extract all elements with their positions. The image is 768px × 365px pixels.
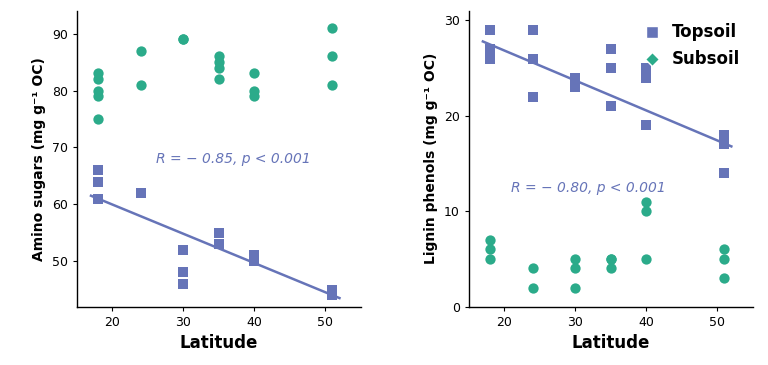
Point (134, 190, 147, 196)
Point (177, 247, 190, 253)
Point (718, 246, 730, 252)
Point (526, 27, 538, 33)
Point (92, 70, 104, 76)
Point (248, 93, 260, 99)
Point (177, 36, 190, 42)
Point (213, 59, 225, 65)
Point (326, 54, 339, 59)
Y-axis label: Lignin phenols (mg g⁻¹ OC): Lignin phenols (mg g⁻¹ OC) (424, 53, 439, 265)
Point (134, 82, 147, 88)
Point (604, 46, 617, 52)
Point (92, 178, 104, 184)
Point (569, 256, 581, 262)
Point (326, 287, 339, 292)
Point (526, 285, 538, 291)
Point (604, 65, 617, 71)
Point (92, 76, 104, 82)
Point (526, 56, 538, 62)
Point (526, 265, 538, 271)
X-axis label: Latitude: Latitude (571, 334, 650, 352)
Point (604, 256, 617, 262)
Point (248, 70, 260, 76)
Point (569, 285, 581, 291)
Point (640, 208, 652, 214)
Point (248, 88, 260, 93)
Text: R = − 0.85, p < 0.001: R = − 0.85, p < 0.001 (156, 152, 310, 166)
Point (604, 103, 617, 109)
Point (718, 275, 730, 281)
Point (484, 46, 496, 52)
Point (92, 88, 104, 93)
Point (569, 75, 581, 81)
Point (569, 265, 581, 271)
Point (640, 199, 652, 205)
Point (92, 116, 104, 122)
Point (177, 36, 190, 42)
Point (213, 241, 225, 247)
Point (326, 292, 339, 298)
X-axis label: Latitude: Latitude (180, 334, 258, 352)
Point (213, 230, 225, 236)
Point (484, 56, 496, 62)
Point (92, 196, 104, 201)
Point (718, 170, 730, 176)
Point (640, 65, 652, 71)
Point (92, 93, 104, 99)
Point (177, 270, 190, 276)
Point (326, 25, 339, 31)
Point (718, 132, 730, 138)
Point (640, 75, 652, 81)
Point (640, 123, 652, 128)
Text: R = − 0.80, p < 0.001: R = − 0.80, p < 0.001 (511, 181, 665, 195)
Point (134, 48, 147, 54)
Point (213, 76, 225, 82)
Point (92, 167, 104, 173)
Point (526, 94, 538, 100)
Point (248, 253, 260, 258)
Point (484, 237, 496, 243)
Legend: Topsoil, Subsoil: Topsoil, Subsoil (632, 19, 745, 73)
Point (484, 256, 496, 262)
Point (604, 265, 617, 271)
Point (484, 246, 496, 252)
Point (640, 256, 652, 262)
Point (718, 142, 730, 147)
Point (213, 54, 225, 59)
Point (213, 65, 225, 71)
Point (484, 27, 496, 33)
Point (248, 258, 260, 264)
Point (177, 281, 190, 287)
Point (326, 82, 339, 88)
Y-axis label: Amino sugars (mg g⁻¹ OC): Amino sugars (mg g⁻¹ OC) (32, 57, 46, 261)
Point (718, 256, 730, 262)
Point (604, 256, 617, 262)
Point (569, 84, 581, 90)
